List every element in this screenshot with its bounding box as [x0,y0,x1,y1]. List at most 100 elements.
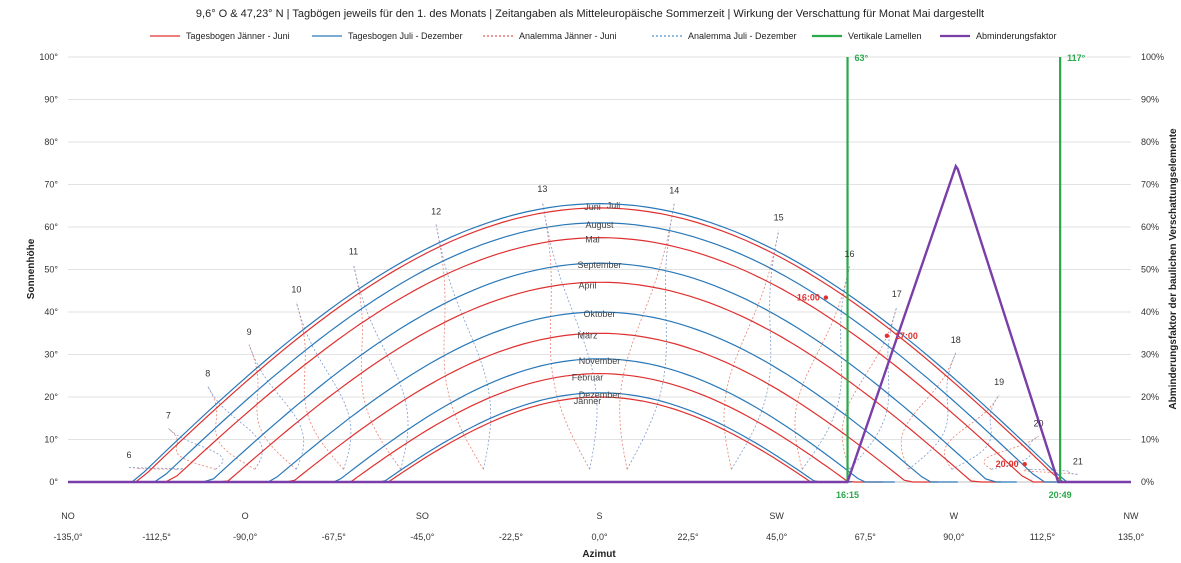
time-annotation: 17:00 [895,331,918,341]
day-arc-label: August [585,220,614,230]
analemma-jul-dec [731,230,779,470]
y2-tick-label: 10% [1141,435,1159,445]
hour-label: 17 [892,289,902,299]
hour-label: 11 [349,247,358,257]
compass-label: SO [416,511,429,521]
x-tick-label: -90,0° [233,532,258,542]
y2-tick-label: 50% [1141,265,1159,275]
day-arc-label: Oktober [583,309,615,319]
time-annotation: 16:00 [797,293,820,303]
analemma-jul-dec [908,352,957,470]
analemma-jul-dec [129,467,184,470]
compass-label: W [950,511,959,521]
analemma-jan-jun [435,224,484,470]
analemma-jan-jun [983,435,1039,470]
day-arc-label: April [578,280,596,290]
chart-title: 9,6° O & 47,23° N | Tagbögen jeweils für… [196,8,984,20]
day-arc [107,202,1092,483]
hour-label: 9 [247,327,252,337]
y-axis-title: Sonnenhöhe [26,238,37,299]
y-tick-label: 100° [39,52,58,62]
compass-label: S [596,511,602,521]
y-tick-label: 20° [44,392,58,402]
analemma-jul-dec [295,302,352,470]
analemma-jul-dec [542,201,598,470]
hour-label: 20 [1033,418,1043,428]
day-arc [304,358,895,483]
time-marker [884,333,890,338]
analemma-jul-dec [626,203,675,470]
legend-label: Abminderungsfaktor [976,31,1057,41]
analemma-jan-jun [1022,468,1078,475]
analemma-jan-jun [619,203,675,470]
day-arc [131,222,1068,483]
y2-axis-title: Abminderungsfaktor der baulichen Verscha… [1168,128,1179,410]
day-arc-label: Juni [584,202,601,212]
legend: Tagesbogen Jänner - Juni Tagesbogen Juli … [150,31,1057,41]
y-tick-label: 10° [44,435,58,445]
day-arc [347,392,852,483]
compass-label: O [242,511,249,521]
day-arcs [107,202,1092,483]
hour-label: 12 [431,207,441,217]
hour-label: 18 [951,335,961,345]
compass-label: NO [61,511,75,521]
day-arc [197,281,1002,483]
legend-label: Vertikale Lamellen [848,31,922,41]
x-tick-label: -45,0° [410,532,435,542]
x-tick-label: -67,5° [322,532,347,542]
time-marker [823,295,829,300]
day-arc [111,207,1088,483]
lamella-time-label: 16:15 [836,490,859,500]
analemma-jul-dec [951,394,1000,470]
analemma-jan-jun [248,344,297,470]
day-arc [351,396,848,483]
y2-tick-label: 80% [1141,137,1159,147]
x-tick-label: -135,0° [53,532,83,542]
time-marker [1022,461,1027,467]
lamella-angle-label: 117° [1067,53,1086,63]
axes: 0° 0% 10° 10% 20° 20% 30° 30% 40° 40% 50° 50% 60° 60%… [39,52,1164,542]
analemma-jan-jun [353,264,402,470]
hour-label: 14 [669,185,679,195]
day-arc-label: Dezember [579,390,621,400]
compass-label: NW [1124,511,1139,521]
x-tick-label: 45,0° [766,532,788,542]
chart-labels: Jänner Februar März April Mai Juni Juli August S… [127,184,1083,466]
y2-tick-label: 60% [1141,222,1159,232]
analemma-jul-dec [168,428,224,470]
y-tick-label: 60° [44,222,58,232]
y-tick-label: 50° [44,265,58,275]
hour-label: 16 [844,249,854,259]
time-annotation: 20:00 [996,459,1019,469]
hour-label: 21 [1073,457,1083,467]
day-arc [241,311,958,483]
day-arc [316,372,883,483]
x-tick-label: -22,5° [499,532,524,542]
analemma-jul-dec [248,344,305,470]
y-tick-label: 80° [44,137,58,147]
hour-label: 19 [994,377,1004,387]
y-tick-label: 0° [49,477,58,487]
y2-tick-label: 100% [1141,52,1164,62]
lamella-angle-label: 63° [855,53,869,63]
hour-label: 6 [127,450,132,460]
day-arc-label: September [577,260,621,270]
y-tick-label: 90° [44,95,58,105]
day-arc-label: Jänner [574,396,602,406]
y2-tick-label: 0% [1141,477,1154,487]
y2-tick-label: 90% [1141,95,1159,105]
day-arc-label: Februar [572,373,604,383]
day-arc [142,236,1057,483]
x-tick-label: 67,5° [855,532,877,542]
day-arc-label: Mai [585,235,600,245]
day-arc-label: November [579,356,621,366]
hour-label: 15 [774,213,784,223]
y2-tick-label: 40% [1141,307,1159,317]
x-tick-label: 90,0° [943,532,965,542]
x-axis-title: Azimut [582,549,616,560]
x-tick-label: 112,5° [1030,532,1056,542]
day-arc-label: März [578,330,598,340]
analemma-jul-dec [353,264,409,470]
